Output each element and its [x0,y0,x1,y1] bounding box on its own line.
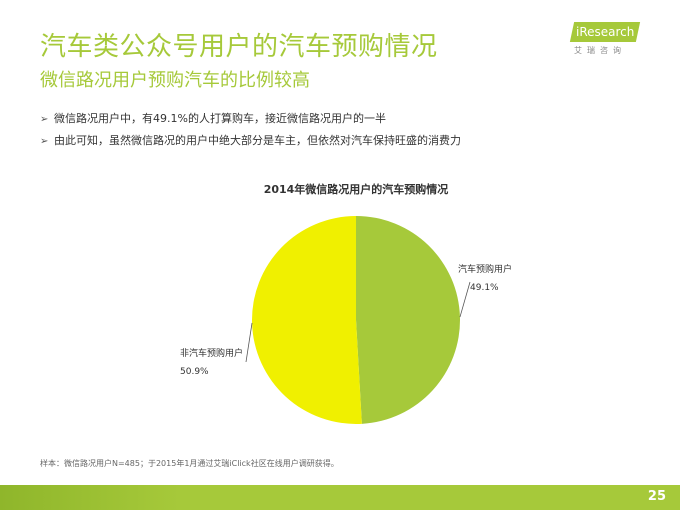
key-findings: ➢ 微信路况用户中，有49.1%的人打算购车，接近微信路况用户的一半 ➢ 由此可知，… [40,108,461,152]
slice-label: 非汽车预购用户 [180,347,243,359]
pie-chart: 2014年微信路况用户的汽车预购情况 汽车预购用户 49.1% 非汽车预购用户 50.… [180,182,512,424]
leader-line [459,281,471,318]
leader-line [245,322,253,363]
slice-label: 汽车预购用户 [458,263,512,275]
pie-labels: 汽车预购用户 49.1% 非汽车预购用户 50.9% [180,263,512,377]
footer-stripe [0,485,180,510]
logo-subtext: 艾瑞咨询 [574,46,626,55]
iresearch-logo: iResearch 艾瑞咨询 [569,22,644,56]
arrow-icon: ➢ [40,136,49,147]
finding-text: 微信路况用户中，有49.1%的人打算购车，接近微信路况用户的一半 [54,112,386,125]
slice-value-label: 50.9% [180,367,209,377]
pie-slice [356,216,461,424]
slice-value-label: 49.1% [470,283,499,293]
arrow-icon: ➢ [40,114,49,125]
source-note: 样本：微信路况用户N=485；于2015年1月通过艾瑞iClick社区在线用户调… [40,459,339,468]
finding-text: 由此可知，虽然微信路况的用户中绝大部分是车主，但依然对汽车保持旺盛的消费力 [54,134,461,147]
page-subtitle: 微信路况用户预购汽车的比例较高 [40,70,310,91]
page-title: 汽车类公众号用户的汽车预购情况 [40,32,438,62]
page-number: 25 [647,489,666,504]
pie-slices [252,216,461,424]
chart-title: 2014年微信路况用户的汽车预购情况 [264,182,449,196]
pie-slice [252,216,362,424]
finding-item: ➢ 微信路况用户中，有49.1%的人打算购车，接近微信路况用户的一半 [40,108,461,130]
finding-item: ➢ 由此可知，虽然微信路况的用户中绝大部分是车主，但依然对汽车保持旺盛的消费力 [40,130,461,152]
